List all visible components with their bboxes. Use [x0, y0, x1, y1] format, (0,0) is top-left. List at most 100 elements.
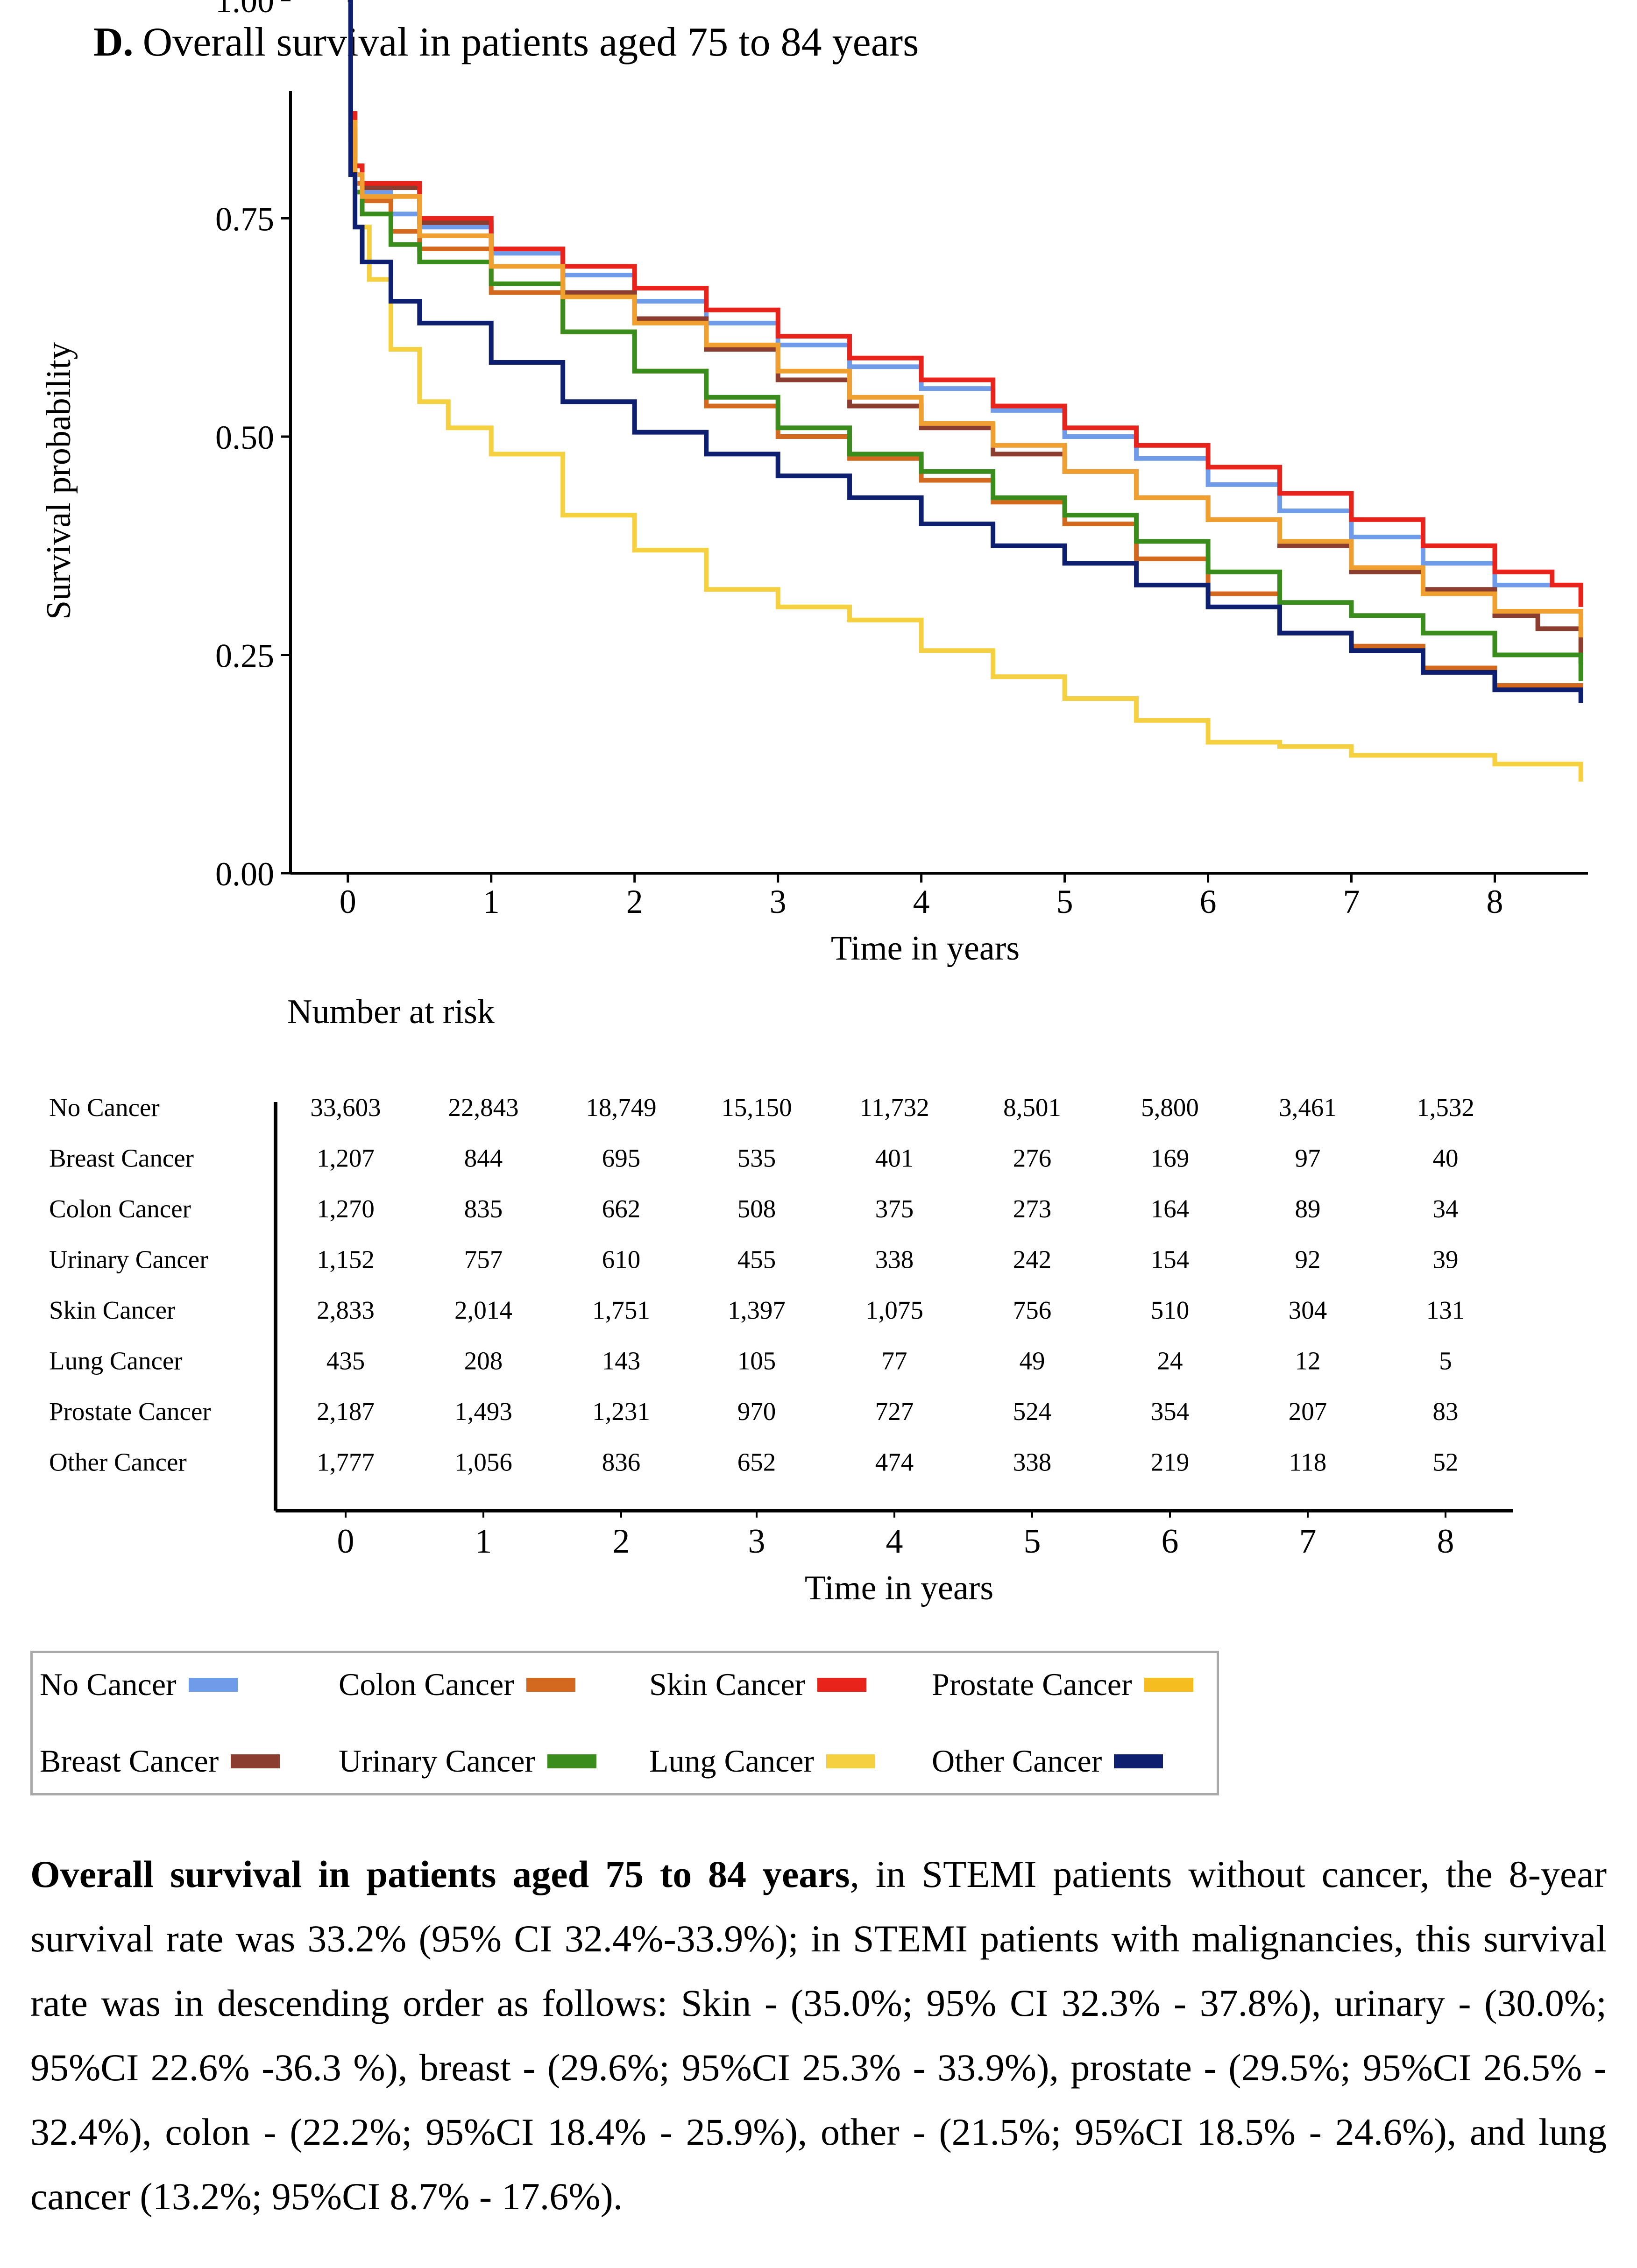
risk-x-tick-label: 6 [1162, 1522, 1179, 1561]
risk-count-cell: 1,075 [865, 1296, 923, 1324]
legend-swatch [1144, 1677, 1193, 1692]
legend-item-skin-cancer: Skin Cancer [649, 1666, 867, 1703]
risk-count-cell: 1,751 [592, 1296, 650, 1324]
risk-count-cell: 2,833 [317, 1296, 375, 1324]
risk-x-tick-label: 8 [1437, 1522, 1454, 1561]
series-line-prostate-cancer [347, 0, 1583, 638]
y-axis-label: Survival probability [40, 342, 78, 620]
y-tick-label: 0.50 [215, 419, 274, 456]
risk-count-cell: 2,014 [454, 1296, 512, 1324]
risk-count-cell: 435 [326, 1347, 365, 1375]
risk-count-cell: 375 [875, 1194, 914, 1223]
legend: No Cancer Colon Cancer Skin Cancer Prost… [30, 1651, 1219, 1795]
x-tick-label: 1 [483, 883, 500, 920]
risk-count-cell: 11,732 [859, 1093, 929, 1122]
risk-count-cell: 836 [602, 1448, 641, 1477]
risk-count-cell: 5 [1439, 1347, 1452, 1375]
risk-count-cell: 273 [1013, 1194, 1052, 1223]
risk-count-cell: 18,749 [586, 1093, 656, 1122]
x-tick-label: 2 [626, 883, 643, 920]
risk-count-cell: 8,501 [1003, 1093, 1061, 1122]
risk-count-cell: 1,056 [454, 1448, 512, 1477]
legend-swatch [188, 1677, 238, 1692]
summary-text: , in STEMI patients without cancer, the … [30, 1853, 1607, 2218]
risk-count-cell: 83 [1433, 1397, 1459, 1426]
risk-x-axis-label: Time in years [805, 1569, 993, 1607]
risk-count-cell: 242 [1013, 1245, 1052, 1274]
x-axis-label: Time in years [831, 929, 1020, 968]
legend-swatch [817, 1677, 867, 1692]
risk-count-cell: 143 [602, 1347, 641, 1375]
risk-count-cell: 131 [1426, 1296, 1465, 1324]
risk-count-cell: 97 [1295, 1144, 1321, 1173]
panel-title-text: Overall survival in patients aged 75 to … [142, 20, 919, 65]
summary-bold-lead: Overall survival in patients aged 75 to … [30, 1853, 850, 1895]
risk-count-cell: 5,800 [1141, 1093, 1199, 1122]
x-tick-label: 4 [913, 883, 930, 920]
legend-item-prostate-cancer: Prostate Cancer [932, 1666, 1193, 1703]
risk-row-label: Lung Cancer [49, 1347, 183, 1375]
risk-row-label: Other Cancer [49, 1448, 187, 1477]
risk-count-cell: 52 [1433, 1448, 1459, 1477]
legend-item-no-cancer: No Cancer [40, 1666, 238, 1703]
legend-label: No Cancer [40, 1667, 177, 1702]
series-line-no-cancer [347, 0, 1583, 607]
risk-count-cell: 3,461 [1279, 1093, 1337, 1122]
risk-x-tick-label: 1 [475, 1522, 492, 1561]
risk-count-cell: 1,777 [317, 1448, 375, 1477]
risk-count-cell: 118 [1289, 1448, 1326, 1477]
risk-count-cell: 1,532 [1417, 1093, 1474, 1122]
risk-count-cell: 89 [1295, 1194, 1321, 1223]
risk-table-heading: Number at risk [287, 993, 495, 1031]
legend-item-breast-cancer: Breast Cancer [40, 1743, 280, 1780]
risk-row-label: Breast Cancer [49, 1144, 194, 1173]
legend-swatch [526, 1677, 575, 1692]
risk-count-cell: 757 [464, 1245, 503, 1274]
legend-item-lung-cancer: Lung Cancer [649, 1743, 876, 1780]
legend-swatch [1114, 1754, 1163, 1768]
legend-label: Prostate Cancer [932, 1667, 1132, 1702]
risk-count-cell: 208 [464, 1347, 503, 1375]
legend-swatch [826, 1754, 876, 1768]
risk-x-tick-label: 4 [886, 1522, 903, 1561]
risk-count-cell: 338 [875, 1245, 914, 1274]
risk-count-cell: 40 [1433, 1144, 1459, 1173]
legend-label: Other Cancer [932, 1743, 1102, 1779]
legend-label: Colon Cancer [339, 1667, 514, 1702]
risk-count-cell: 276 [1013, 1144, 1052, 1173]
risk-row-label: Prostate Cancer [49, 1397, 211, 1426]
risk-row-label: No Cancer [49, 1093, 160, 1122]
survival-plot: 0.00 0.25 0.50 0.75 1.00 0 1 2 3 4 5 6 7 8 Time in yea… [40, 0, 1588, 968]
risk-x-tick-label: 3 [748, 1522, 765, 1561]
risk-count-cell: 77 [882, 1347, 907, 1375]
risk-count-cell: 1,493 [454, 1397, 512, 1426]
risk-row-label: Colon Cancer [49, 1194, 191, 1223]
risk-count-cell: 474 [875, 1448, 914, 1477]
risk-count-cell: 1,397 [728, 1296, 786, 1324]
risk-count-cell: 401 [875, 1144, 914, 1173]
risk-x-tick-label: 2 [613, 1522, 630, 1561]
risk-count-cell: 34 [1433, 1194, 1459, 1223]
legend-swatch [547, 1754, 597, 1768]
risk-count-cell: 33,603 [310, 1093, 381, 1122]
risk-count-cell: 610 [602, 1245, 641, 1274]
legend-label: Breast Cancer [40, 1743, 219, 1779]
series-line-urinary-cancer [347, 0, 1583, 681]
risk-count-cell: 22,843 [448, 1093, 518, 1122]
risk-count-cell: 1,152 [317, 1245, 375, 1274]
y-tick-label: 0.25 [215, 637, 274, 675]
risk-count-cell: 695 [602, 1144, 641, 1173]
risk-count-cell: 535 [737, 1144, 776, 1173]
x-tick-label: 3 [770, 883, 787, 920]
x-tick-label: 6 [1200, 883, 1217, 920]
series-line-colon-cancer [347, 0, 1583, 694]
series-line-breast-cancer [347, 0, 1583, 664]
risk-count-cell: 2,187 [317, 1397, 375, 1426]
risk-count-cell: 338 [1013, 1448, 1052, 1477]
legend-item-other-cancer: Other Cancer [932, 1743, 1163, 1780]
risk-count-cell: 207 [1289, 1397, 1327, 1426]
series-line-skin-cancer [347, 0, 1583, 607]
legend-swatch [231, 1754, 280, 1768]
risk-count-cell: 727 [875, 1397, 914, 1426]
risk-count-cell: 455 [737, 1245, 776, 1274]
